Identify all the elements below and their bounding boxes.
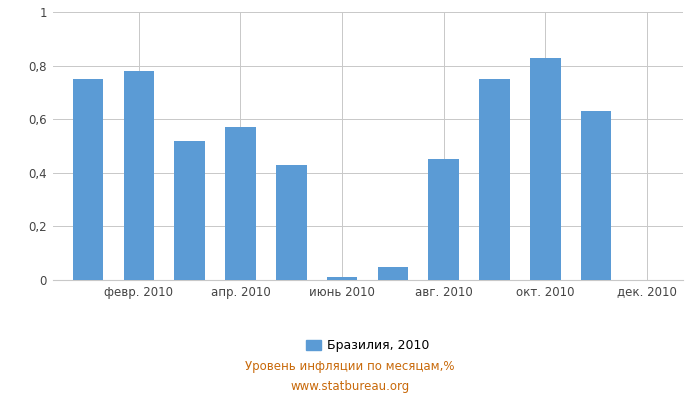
Bar	[327, 277, 357, 280]
Bar	[530, 58, 561, 280]
Bar	[174, 141, 205, 280]
Bar	[225, 127, 256, 280]
Bar	[276, 165, 307, 280]
Bar	[480, 79, 510, 280]
Text: Уровень инфляции по месяцам,%: Уровень инфляции по месяцам,%	[245, 360, 455, 373]
Bar	[73, 79, 104, 280]
Bar	[581, 111, 611, 280]
Bar	[124, 71, 154, 280]
Bar	[378, 266, 408, 280]
Legend: Бразилия, 2010: Бразилия, 2010	[301, 334, 434, 358]
Text: www.statbureau.org: www.statbureau.org	[290, 380, 410, 393]
Bar	[428, 159, 459, 280]
